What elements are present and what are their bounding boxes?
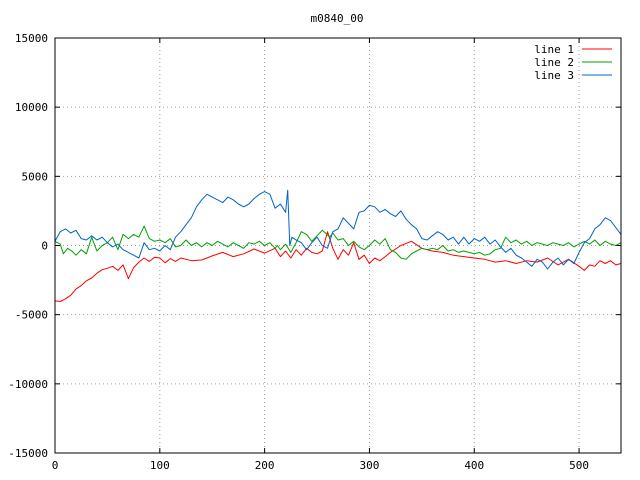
series-lines [54, 189, 622, 302]
x-tick-label: 400 [464, 459, 484, 472]
y-tick-label: -5000 [15, 309, 48, 322]
x-tick-label: 0 [52, 459, 59, 472]
chart-title: m0840_00 [311, 12, 364, 25]
y-tick-label: -10000 [8, 378, 48, 391]
legend-label: line 1 [534, 43, 574, 56]
y-tick-label: 15000 [15, 32, 48, 45]
y-tick-label: -15000 [8, 447, 48, 460]
axis-ticks: 0 100 200 300 400 500 -15000 -10000 -5000 0 5000 10… [8, 32, 621, 472]
legend-label: line 3 [534, 69, 574, 82]
x-tick-label: 100 [150, 459, 170, 472]
x-tick-label: 300 [360, 459, 380, 472]
legend-label: line 2 [534, 56, 574, 69]
x-tick-label: 500 [569, 459, 589, 472]
y-tick-label: 0 [41, 240, 48, 253]
y-tick-label: 10000 [15, 101, 48, 114]
series-line-3 [54, 189, 622, 270]
x-tick-label: 200 [255, 459, 275, 472]
series-line-1 [54, 231, 622, 302]
y-tick-label: 5000 [22, 170, 49, 183]
plot-frame [54, 37, 622, 454]
